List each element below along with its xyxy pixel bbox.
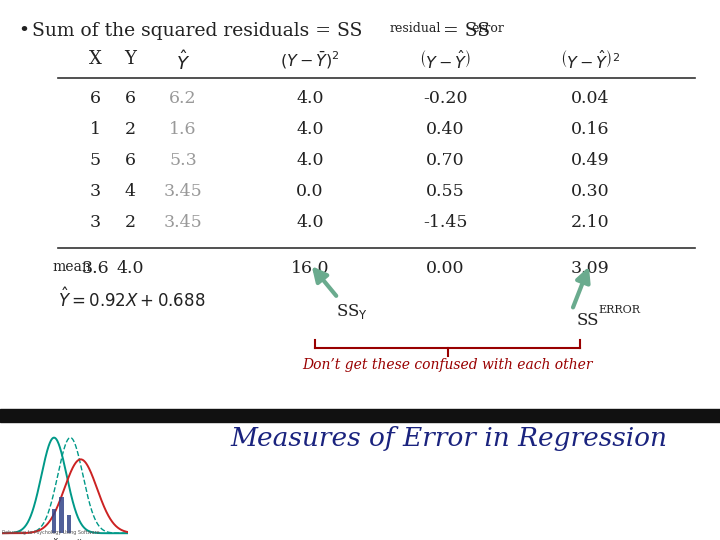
- Text: 3.45: 3.45: [163, 183, 202, 200]
- Text: Sum of the squared residuals = SS: Sum of the squared residuals = SS: [32, 22, 362, 40]
- Text: 0.55: 0.55: [426, 183, 464, 200]
- Text: ERROR: ERROR: [598, 305, 640, 315]
- Text: 0.70: 0.70: [426, 152, 464, 169]
- Text: $\hat{Y}=0.92X+0.688$: $\hat{Y}=0.92X+0.688$: [58, 287, 205, 310]
- Text: 6: 6: [89, 90, 101, 107]
- Text: SS: SS: [577, 312, 600, 329]
- Text: 0.0: 0.0: [296, 183, 324, 200]
- Text: 6: 6: [125, 152, 135, 169]
- Text: Returning to Psychology Using Software: Returning to Psychology Using Software: [2, 530, 100, 535]
- Text: 0.30: 0.30: [571, 183, 609, 200]
- Text: 2.10: 2.10: [571, 214, 609, 231]
- Text: 2: 2: [125, 214, 135, 231]
- Text: Measures of Error in Regression: Measures of Error in Regression: [230, 426, 667, 451]
- Bar: [67, 515, 71, 533]
- Bar: [59, 497, 63, 533]
- Text: 4.0: 4.0: [296, 90, 324, 107]
- Text: $\hat{Y}$: $\hat{Y}$: [176, 50, 190, 74]
- Text: X: X: [89, 50, 102, 68]
- Text: 6: 6: [125, 90, 135, 107]
- Text: 4.0: 4.0: [296, 214, 324, 231]
- Text: 3: 3: [89, 214, 101, 231]
- Text: Don’t get these confused with each other: Don’t get these confused with each other: [302, 358, 593, 372]
- Text: 0.16: 0.16: [571, 121, 609, 138]
- Text: 2: 2: [125, 121, 135, 138]
- Text: $\left(Y-\hat{Y}\right)^{2}$: $\left(Y-\hat{Y}\right)^{2}$: [560, 50, 620, 72]
- Text: 16.0: 16.0: [291, 260, 329, 277]
- Text: 1.6: 1.6: [169, 121, 197, 138]
- Text: 0.04: 0.04: [571, 90, 609, 107]
- Text: -1.45: -1.45: [423, 214, 467, 231]
- Text: 3.45: 3.45: [163, 214, 202, 231]
- Text: 3.09: 3.09: [571, 260, 609, 277]
- Text: SS$_{\rm Y}$: SS$_{\rm Y}$: [336, 302, 368, 321]
- Text: mean: mean: [52, 260, 91, 274]
- Text: residual: residual: [390, 22, 441, 35]
- Text: $X_{\mu_1}$: $X_{\mu_1}$: [53, 536, 65, 540]
- Text: = SS: = SS: [437, 22, 490, 40]
- Text: 1: 1: [89, 121, 101, 138]
- Text: $\left(Y-\hat{Y}\right)$: $\left(Y-\hat{Y}\right)$: [419, 50, 471, 72]
- Text: $\mu_2$: $\mu_2$: [76, 537, 85, 540]
- Bar: [52, 509, 56, 533]
- Text: 3: 3: [89, 183, 101, 200]
- Text: 4.0: 4.0: [296, 152, 324, 169]
- Text: 0.49: 0.49: [571, 152, 609, 169]
- Text: 0.40: 0.40: [426, 121, 464, 138]
- Text: 5.3: 5.3: [169, 152, 197, 169]
- Text: 5: 5: [89, 152, 101, 169]
- Text: -0.20: -0.20: [423, 90, 467, 107]
- Text: 6.2: 6.2: [169, 90, 197, 107]
- Text: 4: 4: [125, 183, 135, 200]
- Bar: [0, 409, 720, 422]
- Text: 0.00: 0.00: [426, 260, 464, 277]
- Text: 3.6: 3.6: [81, 260, 109, 277]
- Text: •: •: [18, 22, 29, 40]
- Text: $\left(Y-\bar{Y}\right)^{2}$: $\left(Y-\bar{Y}\right)^{2}$: [280, 50, 340, 71]
- Text: 4.0: 4.0: [116, 260, 144, 277]
- Text: Y: Y: [124, 50, 136, 68]
- Text: error: error: [471, 22, 504, 35]
- Text: 4.0: 4.0: [296, 121, 324, 138]
